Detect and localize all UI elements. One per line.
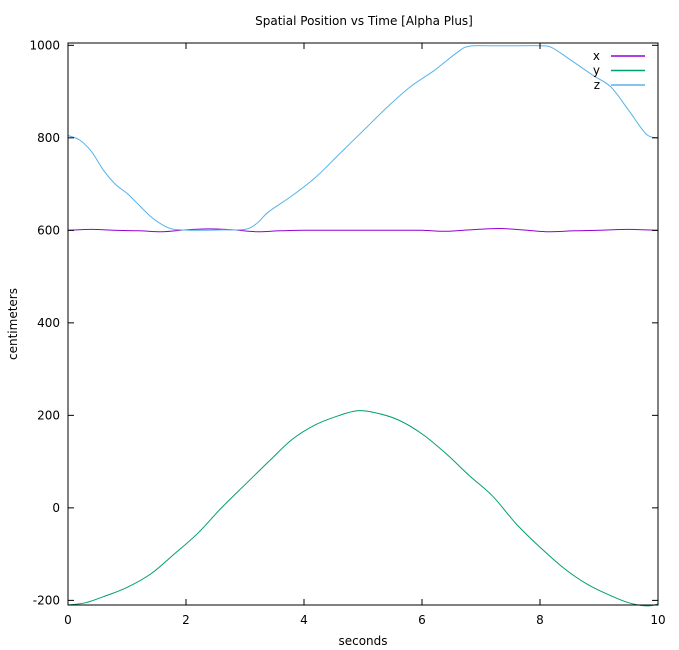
legend-label-x: x [593,49,600,63]
x-tick-label: 2 [182,613,190,627]
legend-label-z: z [594,78,600,92]
y-tick-label: -200 [33,593,60,607]
series-layer [67,45,659,607]
x-tick-label: 6 [418,613,426,627]
series-line-x [67,227,659,233]
plot-frame [67,42,659,606]
x-axis-label: seconds [338,634,387,648]
series-line-z [67,45,659,231]
x-tick-label: 10 [650,613,665,627]
y-axis-label: centimeters [6,288,20,360]
x-tick-label: 4 [300,613,308,627]
y-tick-label: 200 [37,408,60,422]
y-tick-label: 400 [37,316,60,330]
x-tick-label: 0 [64,613,72,627]
x-tick-label: 8 [536,613,544,627]
y-tick-label: 0 [52,501,60,515]
y-tick-label: 600 [37,223,60,237]
y-tick-label: 800 [37,131,60,145]
legend-label-y: y [593,64,600,78]
y-tick-label: 1000 [29,38,60,52]
series-line-y [67,410,659,607]
legend: xyz [593,49,645,92]
ticks-layer: 0 2 4 6 8 10 -200 0 200 400 600 800 1000 [29,38,665,627]
chart-title: Spatial Position vs Time [Alpha Plus] [255,14,473,28]
